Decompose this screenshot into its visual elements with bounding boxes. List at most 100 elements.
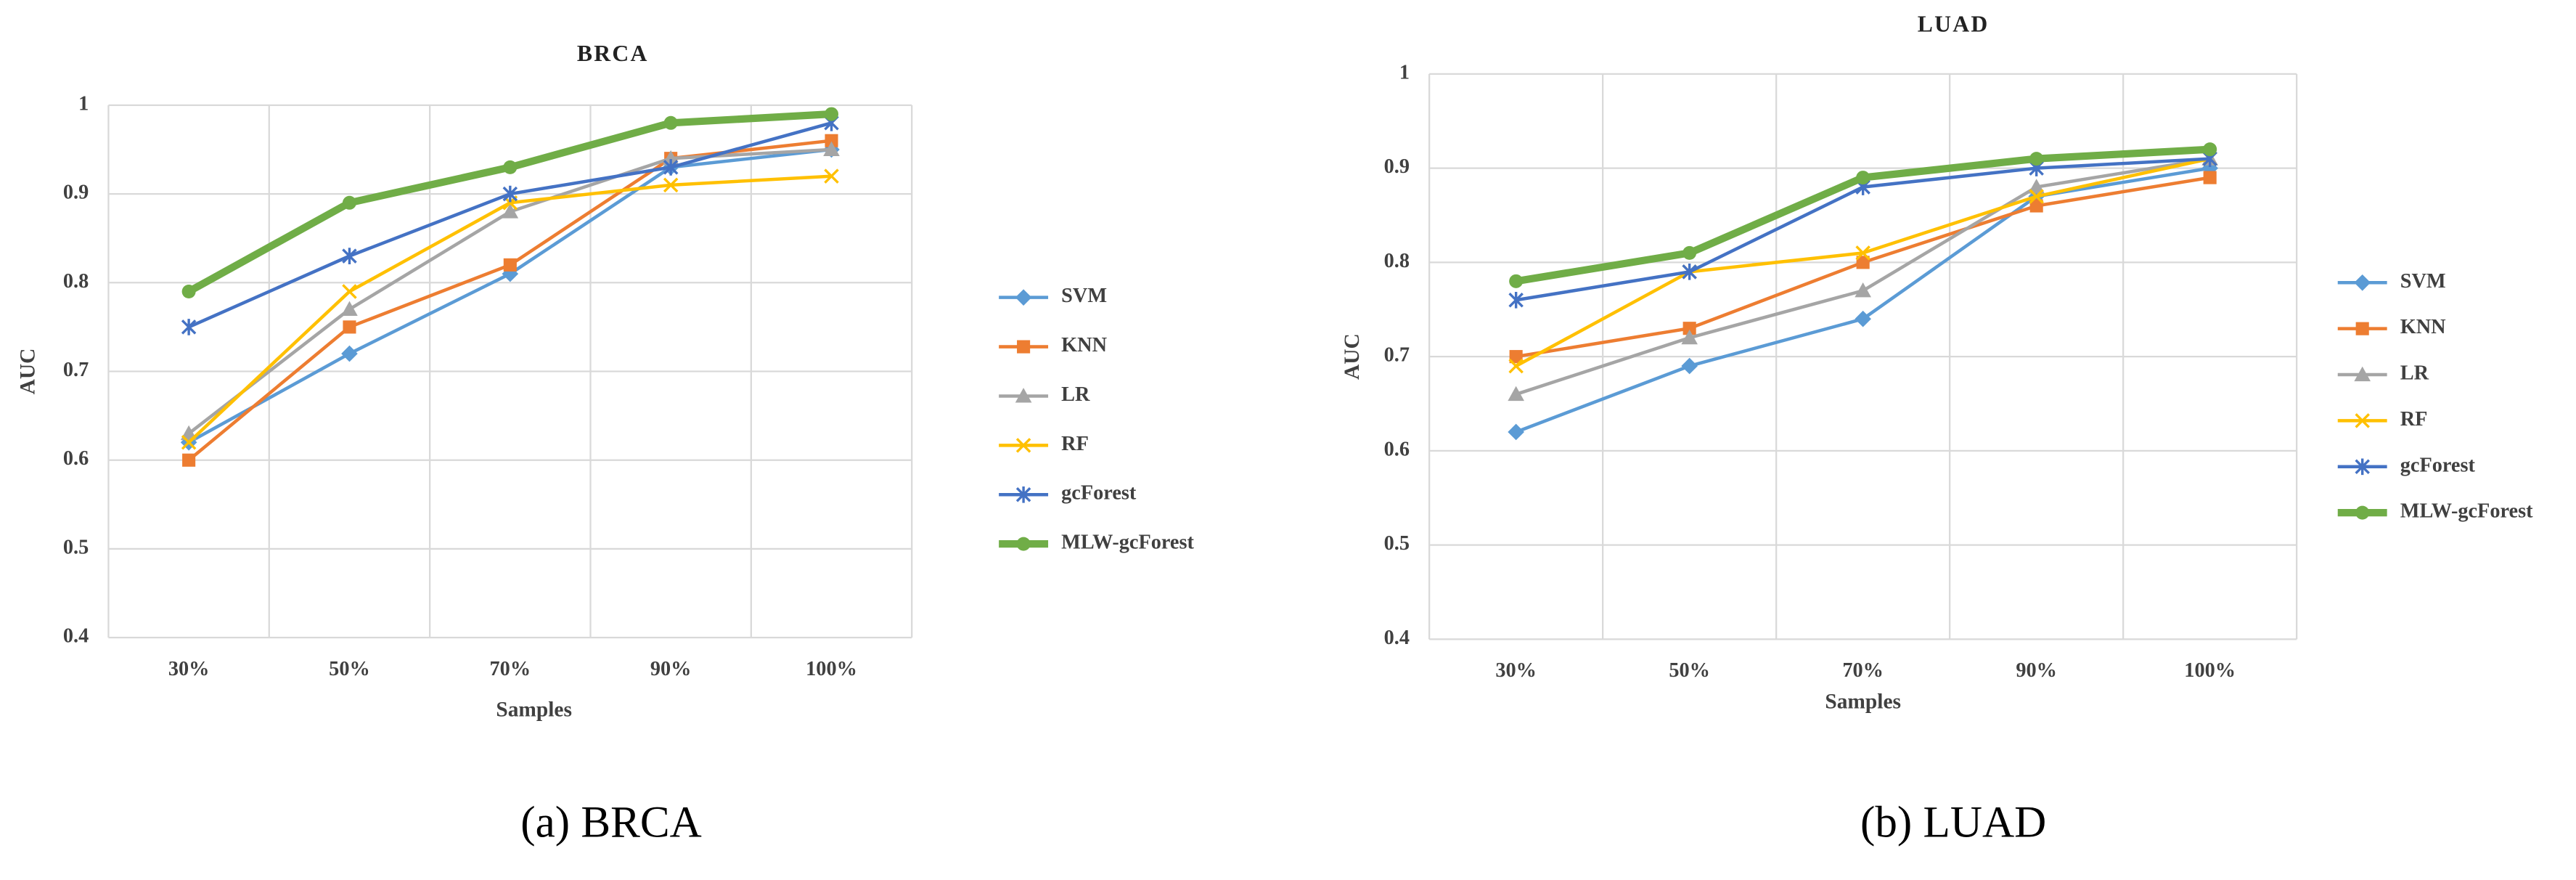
marker: [824, 168, 839, 184]
marker: [663, 115, 678, 130]
y-tick-label: 0.4: [63, 625, 89, 648]
series-line: [1515, 166, 2211, 434]
marker: [663, 159, 679, 176]
marker: [182, 453, 196, 467]
y-tick-label: 0.5: [63, 536, 89, 558]
y-tick-label: 0.7: [1384, 344, 1410, 367]
marker: [1016, 537, 1031, 551]
marker: [1509, 274, 1524, 288]
marker: [2355, 458, 2370, 476]
marker: [1856, 171, 1870, 185]
marker: [1855, 310, 1871, 327]
marker: [341, 301, 358, 317]
legend-label: KNN: [1061, 334, 1107, 357]
marker: [2354, 274, 2371, 291]
x-tick-label: 100%: [2184, 659, 2236, 682]
marker: [181, 285, 196, 299]
legend-label: LR: [2400, 362, 2429, 385]
y-tick-label: 0.7: [63, 359, 89, 381]
marker: [2028, 179, 2045, 194]
x-tick-label: 100%: [806, 658, 857, 680]
x-tick-label: 30%: [168, 658, 210, 680]
x-tick-label: 70%: [1842, 659, 1884, 682]
legend-label: MLW-gcForest: [1061, 531, 1194, 554]
y-tick-label: 0.5: [1384, 532, 1410, 555]
legend-label: RF: [2400, 408, 2428, 431]
marker: [2355, 505, 2370, 520]
marker: [502, 203, 519, 219]
marker: [341, 345, 358, 362]
marker: [2354, 366, 2371, 382]
legend-label: LR: [1061, 383, 1090, 406]
marker: [1682, 264, 1697, 280]
marker: [342, 248, 357, 264]
marker: [1015, 438, 1031, 453]
caption: (b) LUAD: [1860, 798, 2046, 847]
x-tick-label: 30%: [1495, 659, 1537, 682]
marker: [1509, 350, 1523, 364]
y-tick-label: 0.6: [63, 447, 89, 470]
x-tick-label: 90%: [2016, 659, 2057, 682]
marker: [1508, 291, 1524, 309]
marker: [1508, 386, 1524, 402]
x-tick-label: 90%: [650, 658, 692, 680]
legend-label: SVM: [2400, 270, 2446, 293]
y-tick-label: 0.8: [63, 270, 89, 293]
marker: [1682, 322, 1696, 335]
legend-label: SVM: [1061, 285, 1107, 307]
marker: [825, 134, 838, 147]
chart-title: BRCA: [577, 41, 649, 66]
marker: [662, 150, 679, 166]
legend-label: MLW-gcForest: [2400, 500, 2533, 523]
marker: [1681, 357, 1698, 375]
marker: [2029, 199, 2043, 213]
marker: [1015, 486, 1031, 503]
marker: [823, 141, 840, 157]
marker: [1682, 245, 1697, 260]
legend-label: KNN: [2400, 316, 2446, 338]
marker: [342, 195, 356, 210]
y-tick-label: 0.9: [63, 182, 89, 204]
marker: [1017, 340, 1031, 354]
legend-label: gcForest: [2400, 454, 2476, 476]
marker: [2355, 413, 2370, 428]
chart-title: LUAD: [1918, 11, 1990, 36]
marker: [1856, 256, 1870, 269]
marker: [663, 177, 679, 193]
y-tick-label: 1: [78, 92, 89, 115]
marker: [1015, 289, 1032, 306]
marker: [342, 284, 357, 299]
legend-label: gcForest: [1061, 482, 1137, 505]
marker: [1508, 423, 1524, 441]
marker: [1015, 388, 1032, 403]
x-axis-title: Samples: [496, 698, 572, 722]
marker: [2029, 189, 2044, 204]
marker: [1508, 358, 1524, 374]
caption: (a) BRCA: [520, 798, 701, 847]
y-tick-label: 1: [1399, 61, 1410, 83]
x-tick-label: 50%: [1669, 659, 1710, 682]
marker: [825, 107, 839, 121]
marker: [2203, 142, 2217, 157]
y-axis-title: AUC: [1341, 333, 1364, 380]
marker: [2029, 152, 2044, 166]
marker: [2355, 322, 2369, 335]
marker: [1855, 245, 1870, 261]
x-tick-label: 70%: [490, 658, 531, 680]
legend-label: RF: [1061, 433, 1089, 455]
marker: [343, 320, 356, 334]
marker: [503, 258, 517, 272]
y-tick-label: 0.9: [1384, 155, 1410, 178]
y-tick-label: 0.4: [1384, 627, 1410, 649]
y-tick-label: 0.6: [1384, 438, 1410, 460]
marker: [181, 435, 197, 450]
x-axis-title: Samples: [1825, 690, 1901, 713]
marker: [502, 185, 518, 203]
y-tick-label: 0.8: [1384, 250, 1410, 272]
x-tick-label: 50%: [329, 658, 370, 680]
marker: [181, 319, 197, 335]
marker: [1681, 329, 1698, 345]
y-axis-title: AUC: [17, 349, 40, 395]
